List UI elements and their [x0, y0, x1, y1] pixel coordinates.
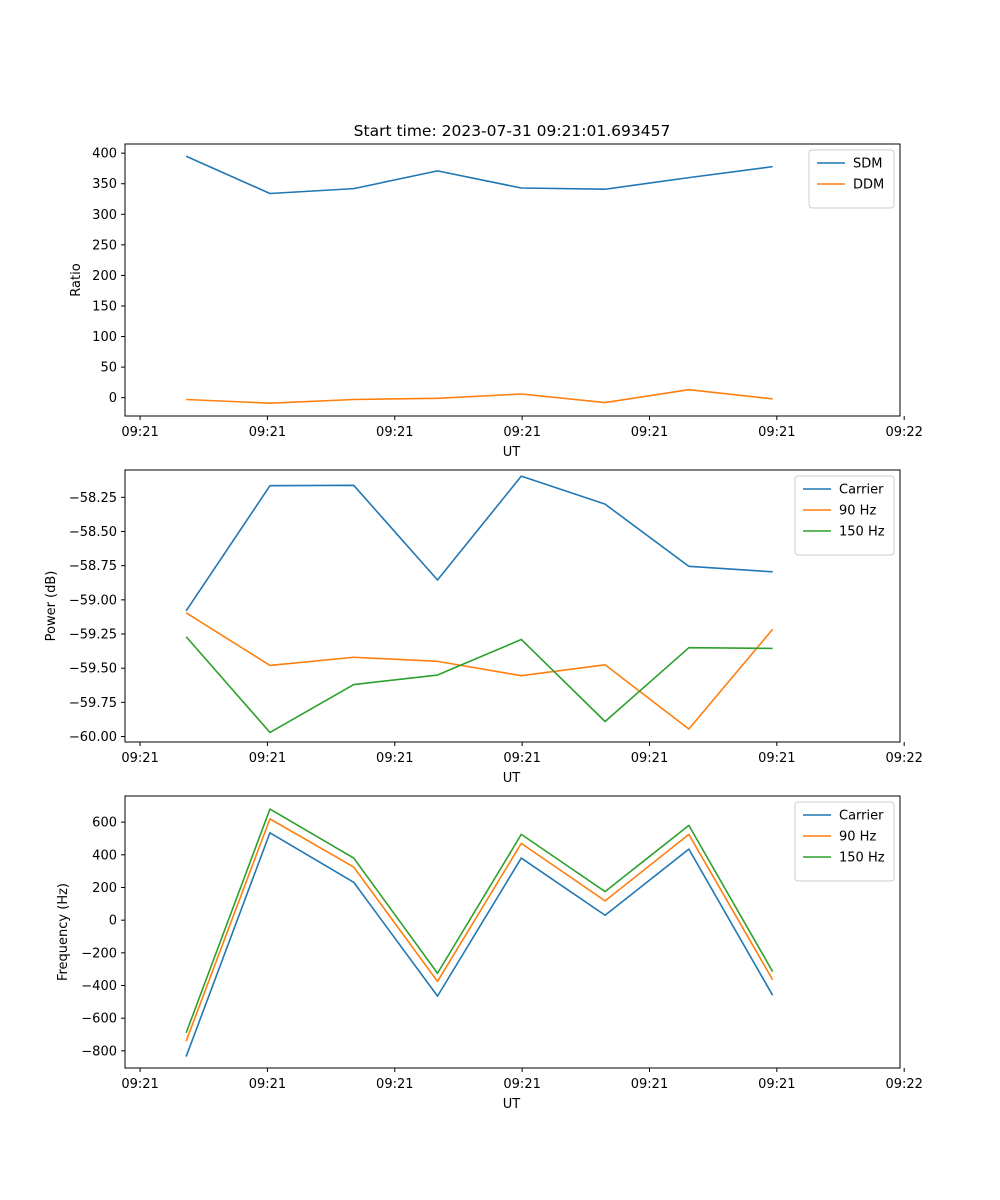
x-tick-label: 09:21: [376, 751, 413, 766]
y-tick-label: −59.25: [69, 628, 117, 643]
series-line-sdm: [185, 155, 773, 195]
y-tick-label: 400: [92, 848, 117, 863]
x-tick-label: 09:22: [885, 1077, 922, 1092]
x-tick-label: 09:22: [885, 425, 922, 440]
legend: SDM DDM: [808, 149, 895, 209]
x-tick-label: 09:21: [503, 751, 540, 766]
y-tick-label: 600: [92, 816, 117, 831]
y-tick-label: −200: [81, 946, 117, 961]
legend-label-150-hz: 150 Hz: [839, 851, 885, 866]
plot-frame: [124, 795, 901, 1069]
x-tick-label: 09:21: [121, 1077, 158, 1092]
y-tick-label: 300: [92, 208, 117, 223]
x-tick-label: 09:21: [631, 1077, 668, 1092]
y-tick-label: 0: [109, 914, 117, 929]
y-tick-label: −59.00: [69, 593, 117, 608]
x-tick-label: 09:21: [631, 425, 668, 440]
y-tick-label: −58.50: [69, 525, 117, 540]
x-tick-label: 09:21: [121, 425, 158, 440]
x-axis-label: UT: [503, 1097, 521, 1112]
y-tick-label: −58.25: [69, 491, 117, 506]
legend-box: [794, 801, 895, 882]
x-tick-label: 09:21: [503, 425, 540, 440]
series-line-90-hz: [185, 612, 774, 730]
x-tick-label: 09:21: [376, 1077, 413, 1092]
y-tick-label: 200: [92, 269, 117, 284]
y-tick-label: 100: [92, 330, 117, 345]
y-tick-label: −800: [81, 1044, 117, 1059]
y-tick-label: 200: [92, 881, 117, 896]
series-line-ddm: [186, 388, 773, 404]
chart-panel-2: 09:21 09:21 09:21 09:21 09:21 09:21 09:22 −60.0…: [44, 469, 923, 786]
y-tick-label: −59.50: [69, 662, 117, 677]
series-line-90-hz: [185, 818, 774, 1042]
legend-label-90-hz: 90 Hz: [839, 830, 876, 845]
chart-panel-1: 09:21 09:21 09:21 09:21 09:21 09:21 09:22 0 50 10…: [69, 143, 923, 460]
legend-box: [794, 475, 895, 556]
legend-label-sdm: SDM: [853, 157, 882, 172]
legend: Carrier 90 Hz 150 Hz: [794, 801, 895, 882]
x-tick-label: 09:21: [758, 425, 795, 440]
y-tick-label: 50: [100, 361, 117, 376]
chart-panel-3: 09:21 09:21 09:21 09:21 09:21 09:21 09:22 −800 −…: [56, 795, 923, 1112]
series-line-carrier: [185, 475, 773, 612]
x-tick-label: 09:21: [121, 751, 158, 766]
plot-frame: [124, 469, 901, 743]
y-axis-label: Ratio: [69, 263, 84, 296]
legend-box: [808, 149, 895, 209]
series-line-150-hz: [185, 636, 773, 734]
x-tick-label: 09:21: [249, 751, 286, 766]
y-tick-label: −600: [81, 1012, 117, 1027]
y-tick-label: 400: [92, 147, 117, 162]
y-tick-label: −60.00: [69, 730, 117, 745]
legend-label-carrier: Carrier: [839, 483, 884, 498]
legend: Carrier 90 Hz 150 Hz: [794, 475, 895, 556]
x-tick-label: 09:22: [885, 751, 922, 766]
series-line-150-hz: [185, 808, 774, 1034]
y-tick-label: 150: [92, 299, 117, 314]
x-tick-label: 09:21: [249, 1077, 286, 1092]
y-tick-label: −400: [81, 979, 117, 994]
x-tick-label: 09:21: [758, 1077, 795, 1092]
x-tick-label: 09:21: [503, 1077, 540, 1092]
panels: 09:21 09:21 09:21 09:21 09:21 09:21 09:22 0 50 10…: [44, 143, 923, 1112]
series-line-carrier: [185, 831, 774, 1057]
y-tick-label: 0: [109, 391, 117, 406]
y-axis-label: Power (dB): [44, 571, 59, 642]
legend-label-90-hz: 90 Hz: [839, 504, 876, 519]
x-tick-label: 09:21: [758, 751, 795, 766]
figure-title: Start time: 2023-07-31 09:21:01.693457: [354, 122, 671, 140]
legend-label-150-hz: 150 Hz: [839, 525, 885, 540]
x-tick-label: 09:21: [631, 751, 668, 766]
legend-label-carrier: Carrier: [839, 809, 884, 824]
y-tick-label: −59.75: [69, 696, 117, 711]
x-axis-label: UT: [503, 771, 521, 786]
plot-frame: [124, 143, 901, 417]
x-tick-label: 09:21: [376, 425, 413, 440]
legend-label-ddm: DDM: [853, 178, 884, 193]
x-tick-label: 09:21: [249, 425, 286, 440]
y-tick-label: −58.75: [69, 559, 117, 574]
x-axis-label: UT: [503, 445, 521, 460]
y-tick-label: 250: [92, 238, 117, 253]
y-axis-label: Frequency (Hz): [56, 883, 71, 981]
y-tick-label: 350: [92, 177, 117, 192]
